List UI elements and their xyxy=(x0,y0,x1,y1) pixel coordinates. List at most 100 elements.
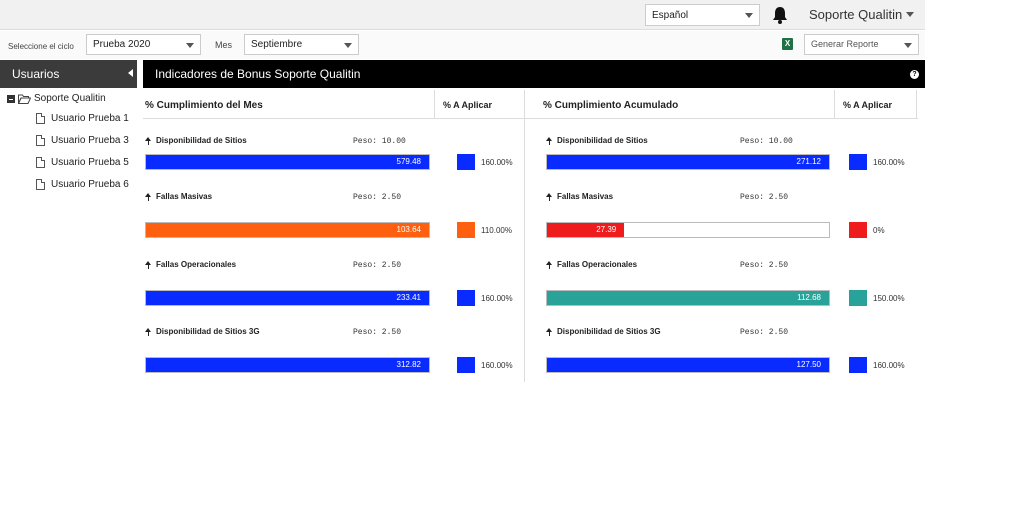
apply-percentage: 160.00% xyxy=(481,361,513,370)
apply-column-title: % A Aplicar xyxy=(443,100,493,110)
progress-bar: 271.12 xyxy=(546,154,830,170)
excel-icon[interactable]: X xyxy=(782,38,793,50)
progress-bar: 233.41 xyxy=(145,290,430,306)
tree-item-user-5[interactable]: Usuario Prueba 5 xyxy=(36,157,129,168)
arrow-up-icon xyxy=(546,260,553,269)
folder-open-icon xyxy=(18,94,31,104)
indicator-weight: Peso: 2.50 xyxy=(740,328,789,337)
cycle-select[interactable]: Prueba 2020 xyxy=(86,34,201,55)
progress-bar: 312.82 xyxy=(145,357,430,373)
column-divider xyxy=(434,90,435,118)
progress-bar: 579.48 xyxy=(145,154,430,170)
progress-bar-fill: 27.39 xyxy=(547,223,625,237)
apply-percentage: 160.00% xyxy=(481,294,513,303)
indicator-weight: Peso: 10.00 xyxy=(353,137,406,146)
indicator-title: Fallas Operacionales xyxy=(145,260,236,269)
cycle-label: Seleccione el ciclo xyxy=(8,42,74,51)
indicator-name: Disponibilidad de Sitios xyxy=(156,136,247,145)
apply-color-swatch xyxy=(849,290,867,306)
apply-percentage: 160.00% xyxy=(873,158,905,167)
month-select[interactable]: Septiembre xyxy=(244,34,359,55)
filter-bar: Seleccione el ciclo Prueba 2020 Mes Sept… xyxy=(0,31,925,59)
arrow-up-icon xyxy=(145,260,152,269)
tree-item-user-6[interactable]: Usuario Prueba 6 xyxy=(36,179,129,190)
tree-item-label: Usuario Prueba 1 xyxy=(51,113,129,124)
month-label: Mes xyxy=(215,40,233,50)
column-divider xyxy=(524,90,525,382)
sidebar: Usuarios Soporte Qualitin Usuario Prueba… xyxy=(0,60,137,260)
collapse-icon[interactable] xyxy=(128,69,133,77)
progress-bar-fill: 127.50 xyxy=(547,358,829,372)
document-icon xyxy=(36,113,45,124)
chevron-down-icon xyxy=(344,43,352,48)
language-select[interactable]: Español xyxy=(645,4,760,26)
progress-bar: 27.39 xyxy=(546,222,830,238)
indicator-name: Fallas Operacionales xyxy=(557,260,638,269)
cycle-value: Prueba 2020 xyxy=(93,39,151,50)
apply-column-title-2: % A Aplicar xyxy=(843,100,893,110)
indicator-name: Fallas Masivas xyxy=(557,192,614,201)
indicator-weight: Peso: 10.00 xyxy=(740,137,793,146)
page-title: Indicadores de Bonus Soporte Qualitin xyxy=(155,67,361,81)
sidebar-title: Usuarios xyxy=(12,67,60,81)
progress-bar: 112.68 xyxy=(546,290,830,306)
indicator-weight: Peso: 2.50 xyxy=(353,193,402,202)
progress-value: 127.50 xyxy=(796,360,821,369)
chevron-down-icon xyxy=(186,43,194,48)
indicator-weight: Peso: 2.50 xyxy=(740,261,789,270)
collapse-node-icon[interactable] xyxy=(7,94,15,103)
apply-color-swatch xyxy=(849,222,867,238)
indicator-title: Disponibilidad de Sitios 3G xyxy=(145,327,260,336)
bell-icon[interactable] xyxy=(772,6,788,24)
progress-bar: 103.64 xyxy=(145,222,430,238)
main-header: Indicadores de Bonus Soporte Qualitin ? xyxy=(143,60,925,88)
apply-color-swatch xyxy=(457,222,475,238)
chevron-down-icon xyxy=(904,43,912,48)
tree-item-user-3[interactable]: Usuario Prueba 3 xyxy=(36,135,129,146)
apply-color-swatch xyxy=(457,357,475,373)
progress-value: 233.41 xyxy=(396,293,421,302)
sidebar-header: Usuarios xyxy=(0,60,137,88)
accumulated-column-title: % Cumplimiento Acumulado xyxy=(543,100,679,111)
progress-bar: 127.50 xyxy=(546,357,830,373)
indicator-title: Fallas Operacionales xyxy=(546,260,637,269)
progress-bar-fill: 312.82 xyxy=(146,358,429,372)
indicator-weight: Peso: 2.50 xyxy=(353,328,402,337)
column-divider xyxy=(916,90,917,118)
month-value: Septiembre xyxy=(251,39,303,50)
indicator-name: Disponibilidad de Sitios 3G xyxy=(156,327,260,336)
indicator-title: Fallas Masivas xyxy=(145,192,212,201)
progress-bar-fill: 579.48 xyxy=(146,155,429,169)
column-divider xyxy=(834,90,835,118)
user-menu-name[interactable]: Soporte Qualitin xyxy=(809,7,903,22)
arrow-up-icon xyxy=(145,192,152,201)
arrow-up-icon xyxy=(546,192,553,201)
chevron-down-icon[interactable] xyxy=(906,12,914,17)
apply-percentage: 160.00% xyxy=(481,158,513,167)
progress-bar-fill: 271.12 xyxy=(547,155,829,169)
progress-value: 112.68 xyxy=(797,293,821,302)
tree-item-user-1[interactable]: Usuario Prueba 1 xyxy=(36,113,129,124)
header-divider xyxy=(143,118,918,119)
apply-color-swatch xyxy=(849,154,867,170)
indicator-name: Disponibilidad de Sitios xyxy=(557,136,648,145)
apply-color-swatch xyxy=(457,290,475,306)
help-icon[interactable]: ? xyxy=(910,70,919,79)
tree-root-label: Soporte Qualitin xyxy=(34,93,106,104)
month-column-title: % Cumplimiento del Mes xyxy=(145,100,263,111)
indicator-name: Fallas Masivas xyxy=(156,192,213,201)
tree-root[interactable]: Soporte Qualitin xyxy=(7,93,106,104)
progress-value: 312.82 xyxy=(396,360,421,369)
document-icon xyxy=(36,179,45,190)
apply-color-swatch xyxy=(457,154,475,170)
indicator-title: Fallas Masivas xyxy=(546,192,613,201)
document-icon xyxy=(36,157,45,168)
progress-bar-fill: 112.68 xyxy=(547,291,829,305)
report-select[interactable]: Generar Reporte xyxy=(804,34,919,55)
arrow-up-icon xyxy=(145,136,152,145)
document-icon xyxy=(36,135,45,146)
indicator-title: Disponibilidad de Sitios xyxy=(546,136,648,145)
indicator-weight: Peso: 2.50 xyxy=(353,261,402,270)
indicator-name: Disponibilidad de Sitios 3G xyxy=(557,327,661,336)
top-bar: Español Soporte Qualitin xyxy=(0,0,925,30)
